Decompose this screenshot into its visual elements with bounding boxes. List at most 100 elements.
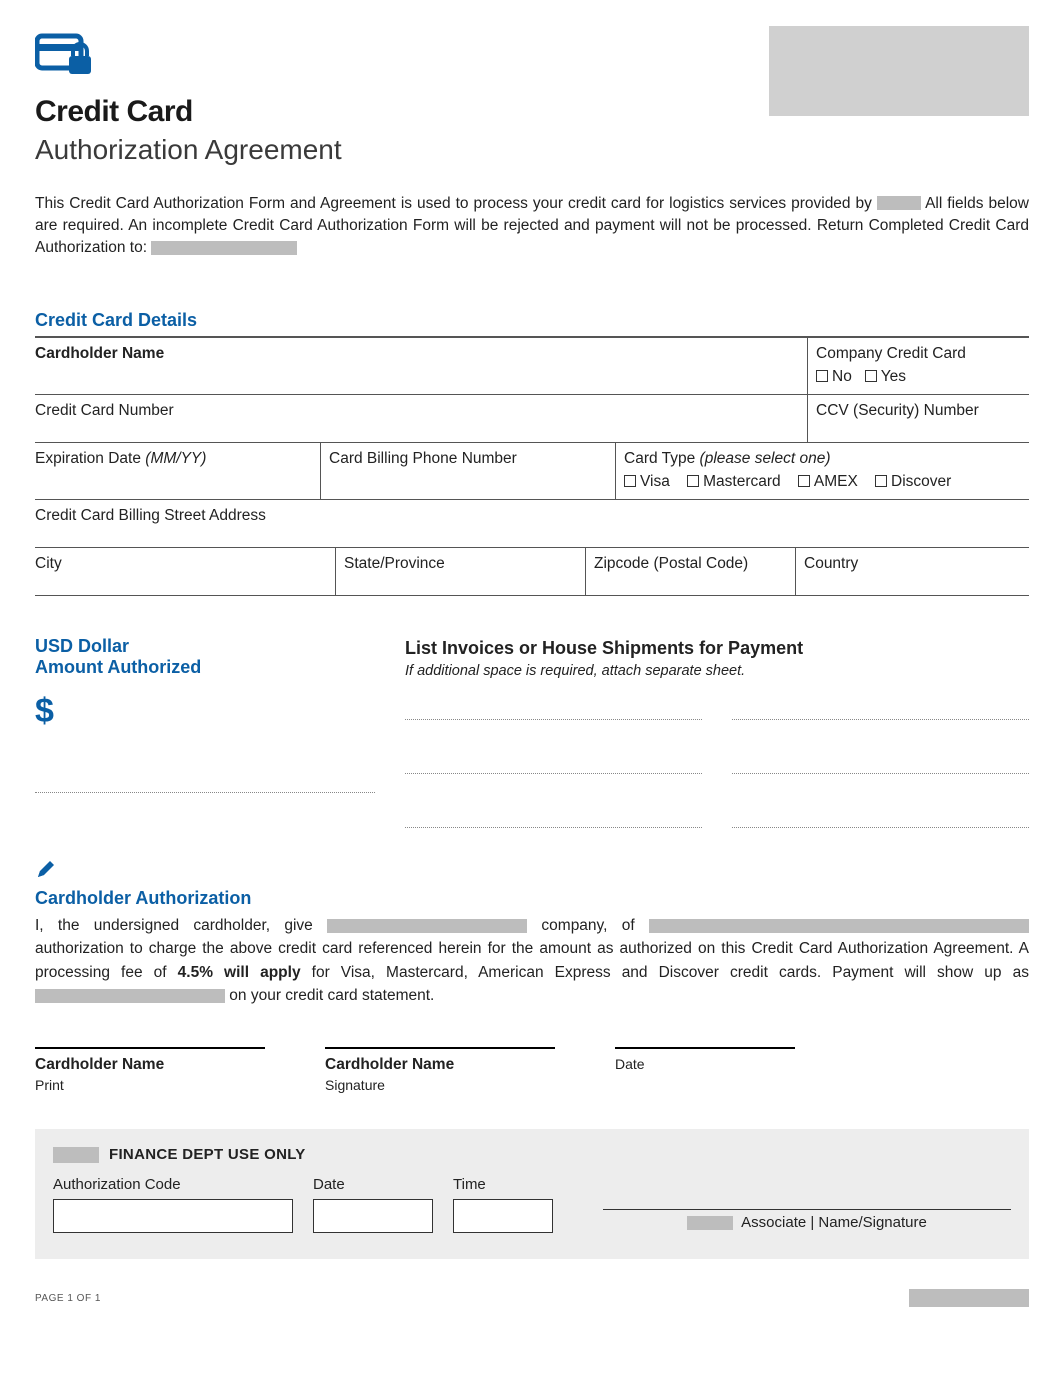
checkbox-discover[interactable] [875, 475, 887, 487]
credit-card-lock-icon [35, 30, 97, 84]
invoice-line[interactable] [405, 804, 702, 828]
amount-title-l1: USD Dollar [35, 636, 375, 658]
input-fin-date[interactable] [313, 1199, 433, 1233]
finance-heading: FINANCE DEPT USE ONLY [53, 1145, 1011, 1165]
label-city: City [35, 555, 62, 572]
checkbox-visa[interactable] [624, 475, 636, 487]
invoices-block: List Invoices or House Shipments for Pay… [405, 636, 1029, 828]
auth-fee: 4.5% will apply [178, 964, 301, 981]
label-fin-date: Date [313, 1175, 433, 1195]
amount-title-l2: Amount Authorized [35, 657, 375, 679]
invoices-col-right [732, 696, 1029, 828]
row-billing-street: Credit Card Billing Street Address [35, 500, 1029, 548]
label-yes: Yes [881, 368, 906, 385]
field-billing-phone[interactable]: Card Billing Phone Number [320, 443, 615, 499]
input-fin-time[interactable] [453, 1199, 553, 1233]
auth-p1: I, the undersigned cardholder, give [35, 917, 327, 934]
input-auth-code[interactable] [53, 1199, 293, 1233]
finance-title: FINANCE DEPT USE ONLY [109, 1145, 306, 1165]
section-cardholder-auth: Cardholder Authorization [35, 886, 1029, 910]
section-cc-details: Credit Card Details [35, 308, 1029, 332]
label-exp-hint: (MM/YY) [145, 450, 206, 467]
label-card-type: Card Type [624, 450, 700, 467]
label-country: Country [804, 555, 858, 572]
field-ccv[interactable]: CCV (Security) Number [807, 395, 1029, 442]
label-no: No [832, 368, 852, 385]
pen-icon [35, 858, 1029, 886]
label-company-cc: Company Credit Card [816, 344, 1021, 365]
sign-signature-label: Signature [325, 1076, 555, 1095]
redacted-footer-logo [909, 1289, 1029, 1307]
redacted-statement-name [35, 989, 225, 1003]
finance-associate: Associate | Name/Signature [603, 1183, 1011, 1233]
sign-line-signature[interactable] [325, 1047, 555, 1051]
invoices-subtitle: If additional space is required, attach … [405, 662, 1029, 682]
row-ccnum-ccv: Credit Card Number CCV (Security) Number [35, 395, 1029, 443]
invoice-line[interactable] [732, 750, 1029, 774]
label-ccv: CCV (Security) Number [816, 402, 979, 419]
invoice-line[interactable] [732, 804, 1029, 828]
field-cc-number[interactable]: Credit Card Number [35, 395, 807, 442]
label-auth-code: Authorization Code [53, 1175, 293, 1195]
field-company-cc: Company Credit Card No Yes [807, 338, 1029, 394]
row-cardholder-company: Cardholder Name Company Credit Card No Y… [35, 338, 1029, 395]
invoice-line[interactable] [732, 696, 1029, 720]
sign-date-label: Date [615, 1055, 795, 1074]
label-billing-phone: Card Billing Phone Number [329, 450, 517, 467]
row-exp-phone-type: Expiration Date (MM/YY) Card Billing Pho… [35, 443, 1029, 500]
logo-placeholder [769, 26, 1029, 116]
invoices-title: List Invoices or House Shipments for Pay… [405, 636, 1029, 660]
amount-line[interactable] [35, 765, 375, 793]
finance-auth-code: Authorization Code [53, 1175, 293, 1233]
finance-date: Date [313, 1175, 433, 1233]
redacted-of-company [649, 919, 1029, 933]
sign-date-block: Date [615, 1047, 795, 1095]
sign-name-label-2: Cardholder Name [325, 1055, 555, 1076]
label-amex: AMEX [814, 473, 858, 490]
title-line1: Credit Card [35, 92, 342, 133]
field-country[interactable]: Country [795, 548, 1029, 595]
finance-dept-box: FINANCE DEPT USE ONLY Authorization Code… [35, 1129, 1029, 1260]
sign-signature-block: Cardholder Name Signature [325, 1047, 555, 1095]
sign-print-label: Print [35, 1076, 265, 1095]
page-number: PAGE 1 OF 1 [35, 1292, 101, 1306]
title-line2: Authorization Agreement [35, 131, 342, 169]
label-state: State/Province [344, 555, 445, 572]
authorization-text: I, the undersigned cardholder, give comp… [35, 914, 1029, 1007]
invoice-line[interactable] [405, 696, 702, 720]
redacted-return-to [151, 241, 297, 255]
label-zip: Zipcode (Postal Code) [594, 555, 748, 572]
label-mc: Mastercard [703, 473, 781, 490]
checkbox-yes[interactable] [865, 370, 877, 382]
field-exp-date[interactable]: Expiration Date (MM/YY) [35, 443, 320, 499]
field-zip[interactable]: Zipcode (Postal Code) [585, 548, 795, 595]
redacted-associate-prefix [687, 1216, 733, 1230]
auth-p5: on your credit card statement. [225, 987, 434, 1004]
field-city[interactable]: City [35, 548, 335, 595]
invoices-grid [405, 696, 1029, 828]
finance-row: Authorization Code Date Time Associate |… [53, 1175, 1011, 1233]
redacted-company [877, 196, 921, 210]
row-city-state-zip-country: City State/Province Zipcode (Postal Code… [35, 548, 1029, 596]
checkbox-amex[interactable] [798, 475, 810, 487]
checkbox-no[interactable] [816, 370, 828, 382]
label-cc-number: Credit Card Number [35, 402, 174, 419]
label-billing-street: Credit Card Billing Street Address [35, 507, 266, 524]
invoice-line[interactable] [405, 750, 702, 774]
footer: PAGE 1 OF 1 [35, 1289, 1029, 1307]
checkbox-mc[interactable] [687, 475, 699, 487]
finance-time: Time [453, 1175, 553, 1233]
label-associate: Associate | Name/Signature [741, 1213, 927, 1233]
auth-p4: for Visa, Mastercard, American Express a… [301, 964, 1029, 981]
redacted-give-company [327, 919, 527, 933]
label-visa: Visa [640, 473, 670, 490]
header-left: Credit Card Authorization Agreement [35, 30, 342, 169]
sign-line-date[interactable] [615, 1047, 795, 1051]
label-cardholder-name: Cardholder Name [35, 345, 164, 362]
field-state[interactable]: State/Province [335, 548, 585, 595]
field-billing-street[interactable]: Credit Card Billing Street Address [35, 500, 1029, 547]
amount-authorized-block: USD Dollar Amount Authorized $ [35, 636, 375, 828]
field-cardholder-name[interactable]: Cardholder Name [35, 338, 807, 394]
auth-p2: company, of [527, 917, 649, 934]
sign-line-print[interactable] [35, 1047, 265, 1051]
